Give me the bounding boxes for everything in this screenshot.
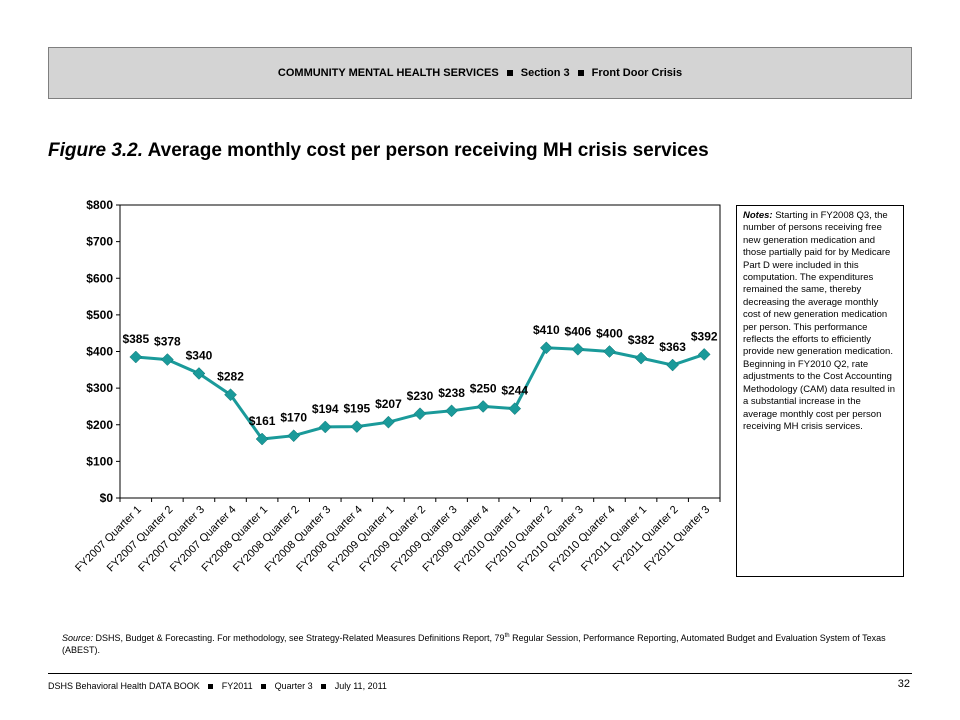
data-point — [634, 351, 648, 365]
data-label: $194 — [312, 402, 339, 416]
y-tick-label: $0 — [100, 491, 114, 505]
data-point — [129, 350, 143, 364]
data-label: $378 — [154, 335, 181, 349]
y-tick-label: $300 — [86, 381, 113, 395]
data-label: $207 — [375, 397, 402, 411]
footer-fy: FY2011 — [221, 681, 253, 691]
line-chart: $0$100$200$300$400$500$600$700$800FY2007… — [73, 198, 721, 574]
figure-title: Figure 3.2. Average monthly cost per per… — [48, 140, 709, 162]
section-header: COMMUNITY MENTAL HEALTH SERVICES Section… — [48, 47, 912, 99]
source-superscript: th — [504, 633, 510, 639]
data-point — [161, 353, 174, 366]
figure-number: Figure 3.2. — [48, 140, 144, 161]
page-number: 32 — [897, 678, 910, 690]
source-text-end: Regular Session, Performance Reporting, … — [62, 633, 886, 655]
data-label: $250 — [470, 381, 497, 395]
data-point — [192, 367, 206, 380]
data-point — [603, 345, 616, 358]
data-label: $406 — [565, 324, 592, 338]
data-label: $385 — [122, 332, 149, 346]
data-label: $363 — [659, 340, 686, 354]
footer-divider — [48, 673, 912, 674]
data-point — [697, 348, 711, 361]
header-topic: Front Door Crisis — [591, 67, 683, 79]
data-label: $170 — [280, 411, 307, 425]
data-label: $410 — [533, 323, 560, 337]
y-tick-label: $100 — [86, 454, 113, 468]
footer: DSHS Behavioral Health DATA BOOK FY2011 … — [48, 681, 387, 691]
data-point — [666, 358, 679, 372]
data-label: $282 — [217, 370, 244, 384]
source-label: Source: — [62, 633, 94, 643]
data-label: $161 — [249, 414, 276, 428]
data-point — [224, 388, 237, 402]
header-title: COMMUNITY MENTAL HEALTH SERVICES — [277, 67, 499, 79]
data-label: $392 — [691, 329, 718, 343]
data-point — [350, 420, 364, 433]
data-point — [445, 404, 458, 418]
y-tick-label: $600 — [86, 271, 113, 285]
bullet-icon — [506, 70, 513, 76]
data-label: $244 — [501, 384, 528, 398]
y-tick-label: $800 — [86, 198, 113, 212]
footer-book: DSHS Behavioral Health DATA BOOK — [48, 681, 200, 691]
bullet-icon — [261, 684, 267, 690]
data-label: $230 — [407, 389, 434, 403]
data-point — [382, 415, 395, 429]
bullet-icon — [208, 684, 214, 690]
header-section: Section 3 — [520, 67, 570, 79]
source-note: Source: DSHS, Budget & Forecasting. For … — [62, 630, 902, 656]
data-point — [255, 432, 269, 446]
y-tick-label: $200 — [86, 418, 113, 432]
data-point — [287, 429, 301, 443]
data-point — [413, 407, 427, 421]
notes-box: Notes: Starting in FY2008 Q3, the number… — [736, 205, 904, 577]
y-tick-label: $500 — [86, 308, 113, 322]
data-point — [508, 402, 522, 415]
data-label: $400 — [596, 327, 623, 341]
bullet-icon — [577, 70, 584, 76]
data-label: $195 — [343, 402, 370, 416]
figure-caption: Average monthly cost per person receivin… — [147, 140, 709, 161]
y-tick-label: $400 — [86, 345, 113, 359]
bullet-icon — [321, 684, 327, 690]
data-label: $238 — [438, 386, 465, 400]
footer-quarter: Quarter 3 — [274, 681, 313, 691]
footer-date: July 11, 2011 — [334, 681, 387, 691]
data-point — [476, 400, 490, 413]
data-point — [539, 341, 553, 355]
data-label: $382 — [628, 333, 655, 347]
data-point — [571, 342, 585, 356]
y-tick-label: $700 — [86, 235, 113, 249]
notes-text: Starting in FY2008 Q3, the number of per… — [743, 210, 896, 432]
notes-label: Notes: — [743, 210, 773, 221]
source-text: DSHS, Budget & Forecasting. For methodol… — [93, 633, 505, 643]
data-label: $340 — [186, 348, 213, 362]
data-point — [318, 420, 332, 434]
